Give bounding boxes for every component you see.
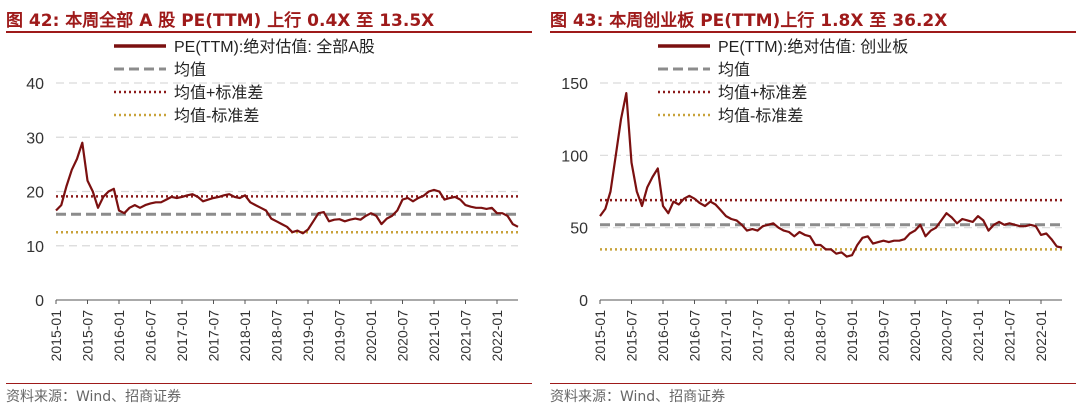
legend-label: 均值+标准差: [718, 84, 807, 102]
x-tick-label: 2016-07: [143, 310, 159, 362]
x-tick-label: 2020-01: [363, 310, 379, 362]
x-tick-label: 2021-01: [970, 310, 986, 362]
legend-label: 均值-标准差: [718, 107, 803, 125]
figure-title: 图 43: 本周创业板 PE(TTM)上行 1.8X 至 36.2X: [550, 6, 947, 31]
y-tick-label: 10: [26, 239, 44, 256]
line-chart-all-a-shares: 0 10 20 30 40 2015-01 2015-07 2016-01 2016-07 201…: [26, 38, 519, 362]
y-tick-label: 30: [26, 130, 44, 147]
legend-label: 均值-标准差: [174, 107, 259, 125]
x-tick-label: 2019-07: [332, 310, 348, 362]
x-tick-label: 2018-01: [237, 310, 253, 362]
legend-label: 均值: [718, 61, 750, 79]
x-tick-label: 2015-01: [592, 310, 608, 362]
x-tick-label: 2019-01: [844, 310, 860, 362]
figure-label: 图 42:: [6, 11, 60, 31]
x-tick-label: 2018-07: [813, 310, 829, 362]
x-tick-label: 2017-07: [206, 310, 222, 362]
x-tick-label: 2020-01: [907, 310, 923, 362]
y-tick-label: 0: [579, 293, 588, 310]
y-tick-label: 20: [26, 185, 44, 202]
x-tick-label: 2016-01: [655, 310, 671, 362]
source-note: 资料来源：Wind、招商证券: [550, 389, 726, 405]
x-tick-label: 2021-07: [1002, 310, 1018, 362]
figure-title-text: 本周全部 A 股 PE(TTM) 上行 0.4X 至 13.5X: [65, 11, 435, 31]
chart-panel-chinext: 图 43: 本周创业板 PE(TTM)上行 1.8X 至 36.2X 0 50 10…: [550, 0, 1080, 410]
title-divider: [6, 31, 532, 33]
x-tick-label: 2018-01: [781, 310, 797, 362]
pe-series-line: [599, 92, 1063, 258]
y-tick-label: 150: [561, 76, 588, 93]
x-tick-label: 2018-07: [269, 310, 285, 362]
chart-panel-all-a-shares: 图 42: 本周全部 A 股 PE(TTM) 上行 0.4X 至 13.5X 0…: [6, 0, 538, 410]
legend-label: PE(TTM):绝对估值: 创业板: [718, 38, 908, 56]
x-tick-label: 2020-07: [939, 310, 955, 362]
x-tick-label: 2016-07: [687, 310, 703, 362]
x-tick-label: 2021-07: [458, 310, 474, 362]
source-divider: [550, 383, 1076, 384]
legend-label: 均值+标准差: [174, 84, 263, 102]
x-tick-label: 2017-07: [750, 310, 766, 362]
y-tick-label: 100: [561, 148, 588, 165]
x-tick-label: 2021-01: [426, 310, 442, 362]
x-tick-label: 2015-07: [624, 310, 640, 362]
x-tick-label: 2015-01: [48, 310, 64, 362]
x-tick-label: 2022-01: [489, 310, 505, 362]
x-tick-label: 2015-07: [80, 310, 96, 362]
x-tick-label: 2022-01: [1033, 310, 1049, 362]
legend-label: PE(TTM):绝对估值: 全部A股: [174, 38, 375, 56]
legend-label: 均值: [174, 61, 206, 79]
x-tick-label: 2017-01: [718, 310, 734, 362]
line-chart-chinext: 0 50 100 150 2015-01 2015-07 2016-01 2016-07 201…: [561, 38, 1063, 362]
source-note: 资料来源：Wind、招商证券: [6, 389, 182, 405]
pe-series-line: [55, 141, 519, 235]
figure-label: 图 43:: [550, 11, 604, 31]
x-tick-label: 2016-01: [111, 310, 127, 362]
figure-title-text: 本周创业板 PE(TTM)上行 1.8X 至 36.2X: [609, 11, 948, 31]
source-divider: [6, 383, 532, 384]
x-tick-label: 2017-01: [174, 310, 190, 362]
x-tick-label: 2020-07: [395, 310, 411, 362]
x-tick-label: 2019-01: [300, 310, 316, 362]
y-tick-label: 40: [26, 76, 44, 93]
y-tick-label: 0: [35, 293, 44, 310]
y-tick-label: 50: [570, 221, 588, 238]
x-tick-label: 2019-07: [876, 310, 892, 362]
title-divider: [550, 31, 1076, 33]
figure-title: 图 42: 本周全部 A 股 PE(TTM) 上行 0.4X 至 13.5X: [6, 6, 434, 31]
